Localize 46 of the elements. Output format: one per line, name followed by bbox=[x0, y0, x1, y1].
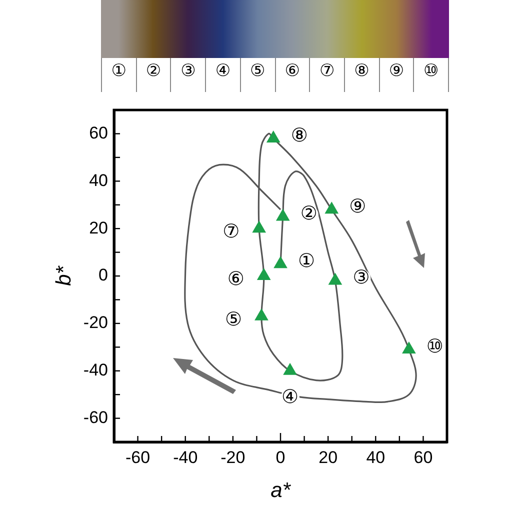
annotation: ③ bbox=[352, 266, 370, 289]
point bbox=[274, 256, 288, 268]
category-label: ③ bbox=[170, 58, 206, 92]
y-tick-label: 20 bbox=[89, 218, 108, 238]
x-tick-label: 0 bbox=[276, 448, 286, 467]
point bbox=[283, 362, 297, 375]
category-label: ② bbox=[136, 58, 170, 92]
point bbox=[324, 202, 339, 214]
x-tick-label: -60 bbox=[125, 448, 150, 467]
annotation: ⑩ bbox=[426, 335, 444, 358]
point bbox=[402, 342, 416, 354]
annotation: ⑨ bbox=[349, 196, 366, 218]
y-tick-label: -40 bbox=[83, 360, 108, 380]
point bbox=[266, 130, 280, 142]
y-tick-label: 40 bbox=[89, 170, 108, 190]
x-tick-label: -20 bbox=[220, 448, 246, 467]
y-axis-title: b* bbox=[52, 265, 76, 286]
category-label: ⑨ bbox=[378, 58, 414, 92]
y-tick-label: 60 bbox=[89, 123, 108, 142]
x-tick-label: 40 bbox=[366, 448, 386, 467]
x-axis-title: a* bbox=[270, 479, 292, 502]
point bbox=[254, 308, 268, 320]
annotation: ② bbox=[300, 202, 318, 225]
x-tick-label: 60 bbox=[414, 448, 433, 467]
category-label: ④ bbox=[205, 58, 240, 92]
y-tick-label: -60 bbox=[83, 408, 108, 427]
category-label: ⑥ bbox=[274, 58, 310, 92]
x-tick-label: -40 bbox=[173, 448, 198, 467]
y-tick-label: 0 bbox=[98, 266, 108, 285]
annotation: ① bbox=[298, 250, 316, 272]
annotation: ⑦ bbox=[222, 220, 240, 243]
point bbox=[328, 272, 342, 285]
annotation: ④ bbox=[281, 386, 299, 408]
point bbox=[252, 220, 266, 233]
annotation: ⑥ bbox=[227, 268, 244, 290]
annotation: ⑧ bbox=[290, 124, 308, 146]
point bbox=[256, 268, 271, 280]
annotation: ⑤ bbox=[224, 308, 242, 330]
category-label: ⑩ bbox=[413, 58, 450, 92]
point bbox=[276, 208, 290, 221]
category-label: ① bbox=[101, 58, 136, 92]
category-label: ⑧ bbox=[344, 58, 379, 92]
category-label: ⑦ bbox=[309, 58, 344, 92]
category-label: ⑤ bbox=[240, 58, 275, 92]
y-tick-label: -20 bbox=[83, 313, 108, 332]
x-tick-label: 20 bbox=[318, 448, 338, 467]
